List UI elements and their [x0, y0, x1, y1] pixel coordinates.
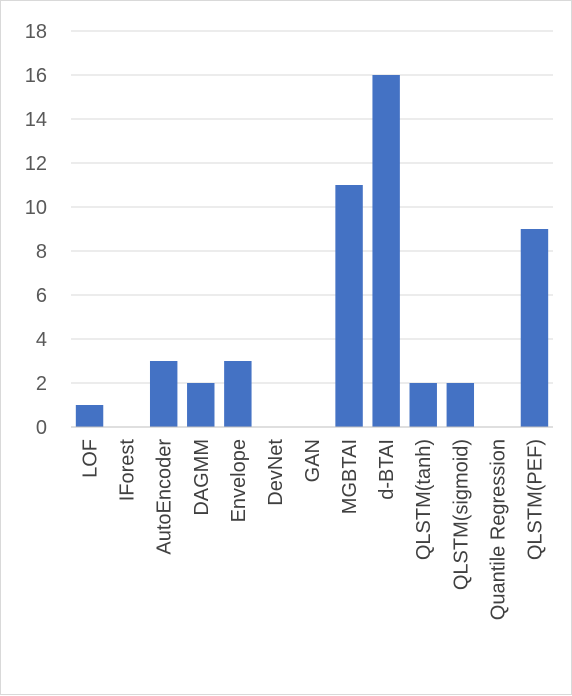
x-category-label: Quantile Regression	[487, 439, 509, 620]
bar-qlstm-sigmoid	[446, 383, 475, 427]
y-tick-label: 6	[36, 285, 47, 307]
y-tick-label: 8	[36, 241, 47, 263]
y-tick-label: 10	[25, 197, 47, 219]
x-category-label: Envelope	[228, 439, 250, 522]
x-category-label: LOF	[80, 439, 102, 478]
y-tick-label: 14	[25, 109, 47, 131]
x-category-label: MGBTAI	[339, 439, 361, 514]
x-category-label: DAGMM	[191, 439, 213, 516]
x-category-label: QLSTM(sigmoid)	[450, 439, 472, 590]
bars	[75, 75, 549, 427]
x-axis-category-labels: LOF IForest AutoEncoder DAGMM Envelope DevNet…	[80, 439, 547, 621]
bar-d-btai	[372, 75, 400, 427]
x-category-label: d-BTAI	[376, 439, 398, 500]
bar-autoencoder	[149, 361, 178, 427]
x-category-label: QLSTM(PEF)	[524, 439, 546, 560]
y-tick-label: 12	[25, 153, 47, 175]
bar-qlstm-pef	[520, 229, 549, 427]
x-category-label: IForest	[117, 439, 139, 502]
y-tick-label: 2	[36, 373, 47, 395]
x-category-label: AutoEncoder	[154, 439, 176, 555]
bar-dagmm	[187, 383, 215, 427]
bar-lof	[75, 405, 104, 427]
y-tick-label: 16	[25, 65, 47, 87]
y-tick-label: 18	[25, 21, 47, 43]
y-tick-label: 0	[36, 417, 47, 439]
x-category-label: DevNet	[265, 439, 287, 506]
y-axis-tick-labels: 0 2 4 6 8 10 12 14 16 18	[25, 21, 47, 439]
x-category-label: GAN	[302, 439, 324, 482]
gridlines	[71, 30, 553, 384]
y-tick-label: 4	[36, 329, 47, 351]
bar-envelope	[224, 361, 252, 427]
x-category-label: QLSTM(tanh)	[413, 439, 435, 560]
bar-mgbtai	[335, 185, 363, 427]
bar-qlstm-tanh	[409, 383, 437, 427]
